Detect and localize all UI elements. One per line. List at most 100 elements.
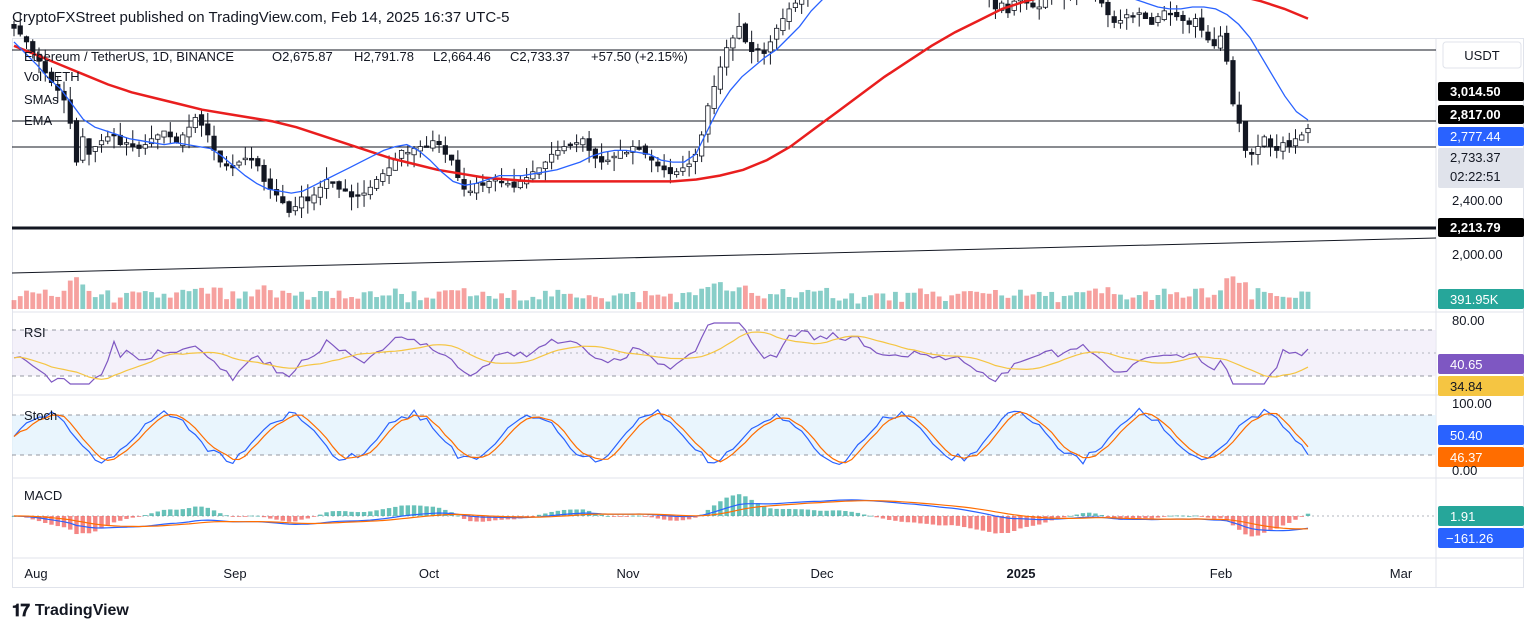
macd-hist-bar bbox=[205, 507, 210, 516]
volume-bar bbox=[1305, 291, 1311, 309]
candle-body bbox=[655, 161, 661, 167]
candle-body bbox=[1299, 134, 1305, 141]
price-label-2213: 2,213.79 bbox=[1450, 220, 1501, 235]
candle-body bbox=[1205, 31, 1211, 41]
candle-body bbox=[1130, 15, 1136, 18]
price-tick-2400: 2,400.00 bbox=[1452, 193, 1503, 208]
macd-hist-bar bbox=[368, 511, 373, 516]
macd-hist-bar bbox=[761, 506, 767, 516]
macd-hist-bar bbox=[336, 511, 342, 516]
candle-body bbox=[342, 188, 348, 192]
volume-bar bbox=[667, 293, 673, 309]
volume-bar bbox=[911, 292, 917, 309]
volume-bar bbox=[724, 290, 730, 309]
volume-bar bbox=[1243, 282, 1248, 309]
volume-bar bbox=[649, 295, 655, 309]
candle-body bbox=[1292, 138, 1299, 147]
chart-canvas[interactable]: Ethereum / TetherUS, 1D, BINANCE O2,675.… bbox=[0, 0, 1536, 600]
candle-body bbox=[1142, 12, 1149, 20]
candle-body bbox=[323, 179, 330, 189]
macd-hist-bar bbox=[1155, 516, 1161, 518]
volume-bar bbox=[1093, 288, 1098, 309]
macd-hist-bar bbox=[243, 516, 248, 517]
macd-hist-bar bbox=[1205, 516, 1211, 518]
volume-bar bbox=[1161, 288, 1167, 309]
macd-hist-bar bbox=[99, 516, 104, 529]
volume-bar bbox=[1286, 297, 1292, 309]
macd-hist-bar bbox=[1180, 515, 1186, 517]
macd-hist-bar bbox=[1237, 516, 1242, 530]
volume-bar bbox=[355, 298, 361, 309]
candle-body bbox=[649, 156, 655, 161]
candle-body bbox=[11, 24, 17, 29]
macd-hist-bar bbox=[236, 516, 242, 517]
candle-body bbox=[749, 42, 755, 52]
rsi-ma-line bbox=[13, 331, 1309, 380]
macd-hist-bar bbox=[143, 515, 148, 516]
candle-body bbox=[1174, 11, 1180, 18]
macd-hist-bar bbox=[1168, 515, 1173, 517]
macd-hist-bar bbox=[805, 509, 811, 516]
volume-bar bbox=[286, 292, 292, 309]
macd-hist-bar bbox=[836, 510, 842, 516]
candle-body bbox=[105, 136, 111, 142]
macd-hist-bar bbox=[399, 505, 404, 516]
candle-body bbox=[392, 159, 398, 171]
volume-bar bbox=[249, 296, 254, 309]
candle-body bbox=[386, 167, 392, 177]
candle-body bbox=[642, 145, 648, 155]
volume-bar bbox=[980, 293, 986, 309]
candle-body bbox=[667, 167, 673, 175]
macd-hist-bar bbox=[105, 516, 110, 526]
candle-body bbox=[592, 148, 598, 159]
volume-bar bbox=[330, 297, 336, 309]
volume-bar bbox=[399, 293, 404, 309]
volume-bar bbox=[1149, 299, 1155, 309]
candle-body bbox=[436, 140, 442, 146]
currency-button[interactable] bbox=[1442, 41, 1522, 69]
macd-hist-bar bbox=[974, 516, 979, 530]
volume-bar bbox=[1055, 302, 1061, 309]
volume-bar bbox=[1224, 278, 1230, 309]
macd-hist-bar bbox=[1224, 516, 1229, 521]
macd-hist-bar bbox=[405, 505, 411, 516]
macd-hist-bar bbox=[161, 509, 167, 516]
candle-body bbox=[136, 144, 142, 149]
candle-body bbox=[273, 189, 280, 196]
volume-bar bbox=[1261, 291, 1267, 309]
candle-body bbox=[724, 47, 730, 68]
volume-bar bbox=[1005, 297, 1011, 309]
macd-hist-bar bbox=[561, 509, 567, 516]
candle-body bbox=[686, 163, 692, 168]
time-label-feb: Feb bbox=[1210, 566, 1232, 581]
volume-bar bbox=[80, 284, 86, 309]
price-label-last: 2,733.37 bbox=[1450, 150, 1501, 165]
candle-body bbox=[248, 157, 255, 161]
volume-bar bbox=[42, 289, 48, 309]
candle-body bbox=[1230, 60, 1236, 105]
volume-bar bbox=[1168, 294, 1173, 309]
candle-body bbox=[67, 99, 73, 124]
volume-bar bbox=[1124, 299, 1130, 309]
volume-bar bbox=[1218, 290, 1223, 309]
stoch-tick-0: 0.00 bbox=[1452, 463, 1477, 478]
macd-hist-bar bbox=[1305, 513, 1311, 516]
candle-body bbox=[255, 158, 261, 167]
volume-bar bbox=[1099, 293, 1105, 309]
macd-hist-bar bbox=[274, 516, 279, 520]
macd-hist-bar bbox=[543, 513, 548, 516]
volume-bar bbox=[993, 289, 998, 309]
candle-body bbox=[780, 18, 786, 31]
candle-body bbox=[1192, 18, 1199, 27]
stoch-k-bg bbox=[1438, 425, 1524, 445]
candle-body bbox=[674, 171, 680, 176]
candle-body bbox=[630, 146, 636, 153]
volume-bar bbox=[949, 295, 955, 309]
volume-bar bbox=[1043, 295, 1048, 309]
macd-hist-bar bbox=[718, 501, 723, 516]
candle-body bbox=[17, 25, 23, 35]
candle-body bbox=[1305, 128, 1311, 134]
macd-hist-bar bbox=[480, 516, 486, 522]
macd-hist-bar bbox=[455, 515, 461, 517]
tradingview-logo[interactable]: 𝟏𝟕 TradingView bbox=[12, 601, 129, 621]
